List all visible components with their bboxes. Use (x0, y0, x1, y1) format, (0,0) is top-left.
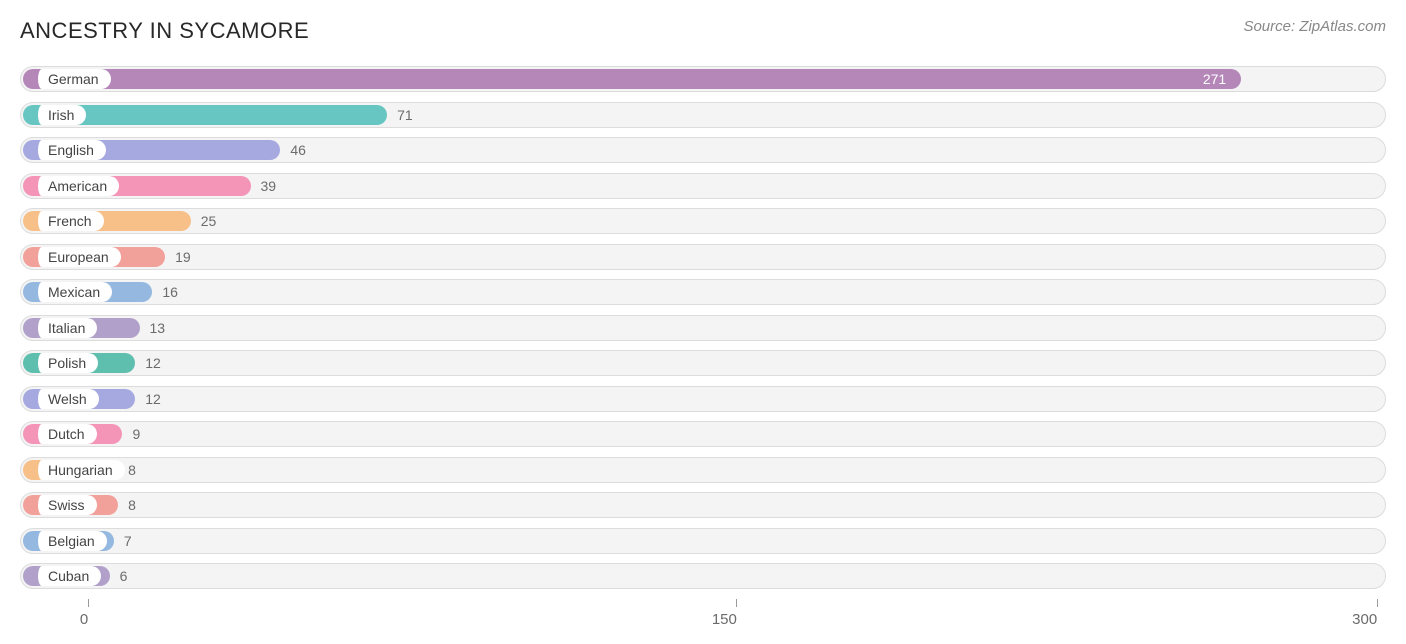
bar-row: Italian 13 (20, 315, 1386, 341)
bar-row: Hungarian8 (20, 457, 1386, 483)
bar-row: Mexican 16 (20, 279, 1386, 305)
bar-label-pill: German (32, 69, 111, 89)
bar-track (20, 208, 1386, 234)
bar-label-pill: Belgian (32, 531, 107, 551)
bar-label-pill: Swiss (32, 495, 97, 515)
axis-tick-label: 150 (712, 611, 737, 628)
chart-header: ANCESTRY IN SYCAMORE Source: ZipAtlas.co… (20, 18, 1386, 44)
bar-value-label: 9 (132, 424, 140, 444)
bar-track (20, 279, 1386, 305)
bar-value-label: 25 (201, 211, 217, 231)
chart-title: ANCESTRY IN SYCAMORE (20, 18, 309, 44)
bar-track (20, 563, 1386, 589)
bar-label-pill: Italian (32, 318, 97, 338)
bar-track (20, 492, 1386, 518)
bar-value-label: 12 (145, 353, 161, 373)
bar-value-label: 19 (175, 247, 191, 267)
bar-value-label: 12 (145, 389, 161, 409)
bar-label-pill: European (32, 247, 121, 267)
axis-tick: 300 (1365, 599, 1390, 628)
bar-value-label: 13 (150, 318, 166, 338)
bar-track (20, 244, 1386, 270)
bar-row: German 271 (20, 66, 1386, 92)
bar-row: Irish 71 (20, 102, 1386, 128)
axis-tick-line (736, 599, 737, 607)
bar-label-pill: Welsh (32, 389, 99, 409)
bar-row: Belgian 7 (20, 528, 1386, 554)
axis-tick-label: 300 (1352, 611, 1377, 628)
bar-fill (23, 69, 1241, 89)
bar-label-pill: Hungarian (32, 460, 125, 480)
bar-label-pill: Mexican (32, 282, 112, 302)
bar-label-pill: English (32, 140, 106, 160)
bar-label-pill: American (32, 176, 119, 196)
bar-row: Welsh 12 (20, 386, 1386, 412)
bar-value-label: 6 (120, 566, 128, 586)
bar-track (20, 421, 1386, 447)
axis-tick-line (1377, 599, 1378, 607)
bar-value-label: 8 (128, 495, 136, 515)
bars-container: German 271 Irish 71 English 46 American 39 Frenc… (20, 66, 1386, 589)
bar-value-label: 16 (162, 282, 178, 302)
bar-value-label: 8 (128, 460, 136, 480)
bar-row: Polish 12 (20, 350, 1386, 376)
bar-track (20, 528, 1386, 554)
bar-row: American 39 (20, 173, 1386, 199)
bar-track (20, 315, 1386, 341)
bar-value-label: 71 (397, 105, 413, 125)
chart-area: German 271 Irish 71 English 46 American 39 Frenc… (20, 66, 1386, 621)
bar-label-pill: Cuban (32, 566, 101, 586)
bar-label-pill: Polish (32, 353, 98, 373)
bar-row: Cuban 6 (20, 563, 1386, 589)
bar-track (20, 350, 1386, 376)
chart-source: Source: ZipAtlas.com (1243, 18, 1386, 35)
bar-label-pill: French (32, 211, 104, 231)
axis-tick: 0 (84, 599, 92, 628)
bar-track (20, 457, 1386, 483)
bar-row: Swiss 8 (20, 492, 1386, 518)
bar-track (20, 386, 1386, 412)
bar-label-pill: Irish (32, 105, 86, 125)
bar-label-pill: Dutch (32, 424, 97, 444)
bar-value-label: 46 (290, 140, 306, 160)
bar-row: English 46 (20, 137, 1386, 163)
axis-tick-line (88, 599, 89, 607)
axis-tick-label: 0 (80, 611, 88, 628)
bar-value-label: 7 (124, 531, 132, 551)
bar-value-label: 271 (1203, 69, 1226, 89)
x-axis: 0 150 300 (20, 599, 1386, 639)
bar-row: Dutch 9 (20, 421, 1386, 447)
axis-tick: 150 (724, 599, 749, 628)
bar-value-label: 39 (261, 176, 277, 196)
bar-row: European 19 (20, 244, 1386, 270)
bar-row: French 25 (20, 208, 1386, 234)
